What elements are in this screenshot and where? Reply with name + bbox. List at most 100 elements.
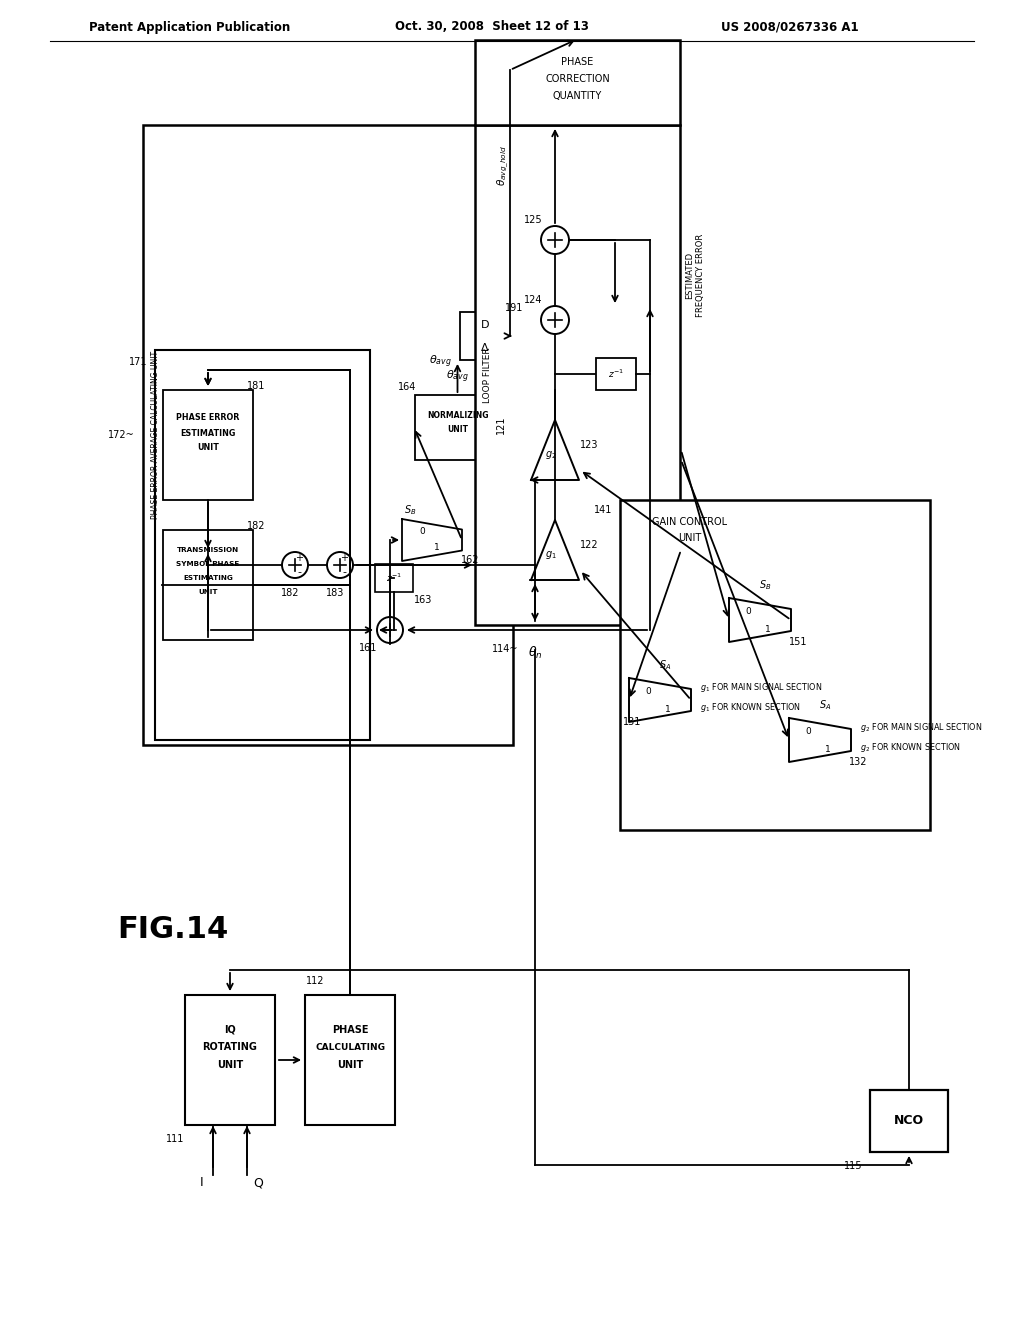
Text: -: - — [342, 568, 346, 577]
Text: $\theta_{avg\_hold}$: $\theta_{avg\_hold}$ — [496, 144, 511, 186]
Bar — [475, 125, 680, 624]
Text: 1: 1 — [666, 705, 671, 714]
Text: NORMALIZING: NORMALIZING — [427, 411, 488, 420]
Text: 112: 112 — [306, 975, 325, 986]
Text: 172~: 172~ — [109, 430, 135, 440]
Text: 0: 0 — [805, 726, 811, 735]
Circle shape — [327, 552, 353, 578]
Text: ESTIMATING: ESTIMATING — [183, 576, 232, 581]
Text: 0: 0 — [645, 686, 651, 696]
Text: $\Delta$: $\Delta$ — [480, 341, 489, 352]
Text: 125: 125 — [523, 215, 543, 224]
Bar — [305, 995, 395, 1125]
Text: $g_1$ FOR KNOWN SECTION: $g_1$ FOR KNOWN SECTION — [700, 701, 801, 714]
Polygon shape — [531, 420, 579, 480]
Text: PHASE ERROR: PHASE ERROR — [176, 413, 240, 422]
Text: $S_B$: $S_B$ — [759, 578, 771, 591]
Bar — [163, 389, 253, 500]
Bar — [375, 564, 413, 591]
Text: $\theta_n$: $\theta_n$ — [527, 645, 543, 661]
Text: $S_B$: $S_B$ — [403, 503, 416, 517]
Polygon shape — [531, 520, 579, 579]
Polygon shape — [629, 678, 691, 722]
Text: $g_2$ FOR KNOWN SECTION: $g_2$ FOR KNOWN SECTION — [860, 742, 961, 755]
Text: 182: 182 — [281, 587, 299, 598]
Text: UNIT: UNIT — [199, 589, 218, 595]
Text: IQ: IQ — [224, 1026, 236, 1035]
Text: 0: 0 — [745, 606, 751, 615]
Text: 121: 121 — [496, 416, 506, 434]
Text: $\theta_{avg}$: $\theta_{avg}$ — [429, 354, 452, 370]
Text: Q: Q — [253, 1176, 263, 1189]
Text: SYMBOL PHASE: SYMBOL PHASE — [176, 561, 240, 568]
Text: LOOP FILTER: LOOP FILTER — [483, 347, 493, 403]
Text: 182: 182 — [247, 521, 265, 531]
Text: 132: 132 — [849, 756, 867, 767]
Text: I: I — [200, 1176, 204, 1189]
Text: 115: 115 — [844, 1162, 862, 1171]
Text: D: D — [480, 319, 489, 330]
Text: GAIN CONTROL: GAIN CONTROL — [652, 517, 728, 527]
Text: CALCULATING: CALCULATING — [315, 1043, 385, 1052]
Text: $g_1$ FOR MAIN SIGNAL SECTION: $g_1$ FOR MAIN SIGNAL SECTION — [700, 681, 822, 694]
Polygon shape — [729, 598, 791, 642]
Text: 131: 131 — [623, 717, 641, 727]
Text: $\theta_{avg}$: $\theta_{avg}$ — [446, 368, 469, 385]
Text: 163: 163 — [414, 595, 432, 605]
Text: 162: 162 — [461, 554, 479, 565]
Text: TRANSMISSION: TRANSMISSION — [177, 546, 239, 553]
Text: ESTIMATED
FREQUENCY ERROR: ESTIMATED FREQUENCY ERROR — [685, 234, 705, 317]
Text: $z^{-1}$: $z^{-1}$ — [386, 572, 402, 585]
Text: 1: 1 — [765, 624, 771, 634]
Text: 114~: 114~ — [492, 644, 518, 653]
Text: UNIT: UNIT — [337, 1060, 364, 1071]
Text: 164: 164 — [397, 381, 416, 392]
Text: QUANTITY: QUANTITY — [553, 91, 602, 102]
Bar — [163, 531, 253, 640]
Text: ESTIMATING: ESTIMATING — [180, 429, 236, 437]
Bar — [185, 995, 275, 1125]
Text: +: + — [295, 553, 303, 564]
Text: 181: 181 — [247, 381, 265, 391]
Text: ROTATING: ROTATING — [203, 1041, 257, 1052]
Bar — [596, 358, 636, 389]
Text: 1: 1 — [434, 544, 440, 553]
Text: $S_A$: $S_A$ — [658, 659, 671, 672]
Text: UNIT: UNIT — [678, 533, 701, 543]
Bar — [155, 350, 370, 741]
Polygon shape — [402, 519, 462, 561]
Text: 0: 0 — [419, 528, 425, 536]
Circle shape — [541, 226, 569, 253]
Text: 191: 191 — [505, 304, 523, 313]
Text: Patent Application Publication: Patent Application Publication — [89, 21, 291, 33]
Text: CORRECTION: CORRECTION — [545, 74, 610, 84]
Text: US 2008/0267336 A1: US 2008/0267336 A1 — [721, 21, 859, 33]
Text: PHASE: PHASE — [332, 1026, 369, 1035]
Text: 141: 141 — [594, 506, 612, 515]
Text: 122: 122 — [580, 540, 598, 550]
Text: 124: 124 — [523, 294, 543, 305]
Text: $S_A$: $S_A$ — [819, 698, 831, 711]
Text: +: + — [340, 553, 348, 564]
Text: PHASE ERROR AVERAGE CALCULATING UNIT: PHASE ERROR AVERAGE CALCULATING UNIT — [151, 351, 160, 519]
Text: $g_1$: $g_1$ — [545, 549, 557, 561]
Bar — [415, 395, 500, 459]
Text: UNIT: UNIT — [217, 1060, 243, 1071]
Text: 123: 123 — [580, 440, 598, 450]
Text: UNIT: UNIT — [197, 444, 219, 453]
Circle shape — [541, 306, 569, 334]
Bar — [143, 125, 513, 744]
Text: $z^{-1}$: $z^{-1}$ — [608, 368, 624, 380]
Bar — [620, 500, 930, 830]
Text: FIG.14: FIG.14 — [118, 916, 228, 945]
Text: 111: 111 — [166, 1134, 184, 1144]
Bar — [475, 40, 680, 125]
Polygon shape — [790, 718, 851, 762]
Text: 183: 183 — [326, 587, 344, 598]
Text: PHASE: PHASE — [561, 57, 594, 67]
Text: NCO: NCO — [894, 1114, 924, 1127]
Circle shape — [282, 552, 308, 578]
Text: -: - — [297, 568, 301, 577]
Text: $g_2$: $g_2$ — [545, 449, 557, 461]
Text: $g_2$ FOR MAIN SIGNAL SECTION: $g_2$ FOR MAIN SIGNAL SECTION — [860, 722, 982, 734]
